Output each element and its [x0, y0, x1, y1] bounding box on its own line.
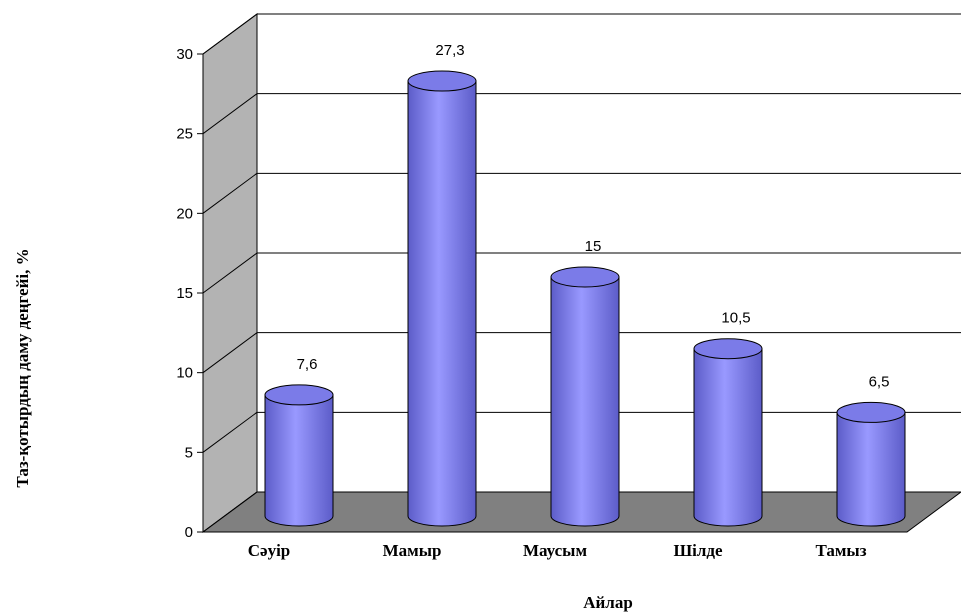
- y-tick-label: 30: [176, 46, 193, 63]
- value-label: 7,6: [297, 356, 318, 373]
- bar-top: [407, 70, 477, 92]
- y-tick-label: 0: [185, 524, 193, 541]
- bar: [550, 266, 620, 527]
- category-label: Маусым: [523, 541, 587, 560]
- value-label: 6,5: [869, 373, 890, 390]
- gridline-diagonal: [202, 332, 258, 374]
- bar-top: [264, 384, 334, 406]
- gridline-diagonal: [202, 172, 258, 214]
- bar-top: [550, 266, 620, 288]
- bar-body: [693, 348, 763, 527]
- bar: [264, 384, 334, 527]
- category-label: Тамыз: [815, 541, 866, 560]
- bar-top: [836, 401, 906, 423]
- value-labels: 7,6 27,3 15 10,5 6,5: [297, 42, 890, 390]
- y-tick-label: 10: [176, 365, 193, 382]
- category-labels: Сәуір Мамыр Маусым Шілде Тамыз: [248, 541, 867, 560]
- gridline-diagonal: [202, 13, 258, 55]
- bar-body: [550, 276, 620, 527]
- gridline-diagonal: [202, 252, 258, 294]
- category-label: Мамыр: [383, 541, 442, 560]
- y-axis-title: Таз-қотырдың даму деңгейі, %: [13, 248, 32, 487]
- y-tick-label: 5: [185, 444, 193, 461]
- gridline-diagonal: [202, 491, 258, 533]
- value-label: 15: [585, 238, 602, 255]
- y-axis-ticks: 0 5 10 15 20 25 30: [176, 46, 193, 541]
- y-tick-label: 25: [176, 126, 193, 143]
- y-tick-label: 15: [176, 285, 193, 302]
- gridline-diagonal: [202, 93, 258, 135]
- bar-body: [836, 411, 906, 527]
- category-label: Шілде: [673, 541, 723, 560]
- bar-body: [407, 80, 477, 527]
- x-axis-title: Айлар: [583, 593, 633, 612]
- y-tick-label: 20: [176, 205, 193, 222]
- bars: [264, 70, 906, 527]
- value-label: 10,5: [721, 310, 750, 327]
- gridline-diagonal: [202, 411, 258, 453]
- category-label: Сәуір: [248, 541, 291, 560]
- bar: [407, 70, 477, 527]
- bar-body: [264, 394, 334, 527]
- bar: [836, 401, 906, 527]
- bar: [693, 338, 763, 527]
- value-label: 27,3: [435, 42, 464, 59]
- bar-top: [693, 338, 763, 360]
